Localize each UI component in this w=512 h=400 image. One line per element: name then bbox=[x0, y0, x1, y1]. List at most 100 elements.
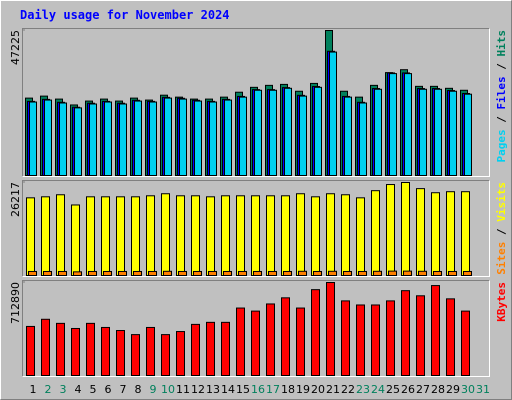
bar bbox=[119, 103, 127, 176]
x-tick-label: 4 bbox=[75, 383, 82, 396]
x-tick-label: 20 bbox=[311, 383, 325, 396]
bar bbox=[236, 307, 245, 376]
bar bbox=[116, 196, 125, 276]
bar bbox=[281, 297, 290, 376]
bar bbox=[418, 270, 427, 277]
bar bbox=[194, 100, 202, 176]
bar bbox=[386, 184, 395, 276]
bar bbox=[268, 270, 277, 276]
bar bbox=[329, 51, 337, 176]
bar bbox=[176, 331, 185, 376]
bar bbox=[433, 270, 442, 276]
bar bbox=[193, 270, 202, 276]
panel-bevel-light bbox=[22, 180, 490, 277]
bar bbox=[386, 300, 395, 376]
bar bbox=[401, 290, 410, 376]
panel-bevel-dark bbox=[22, 280, 490, 377]
bar bbox=[356, 197, 365, 276]
bar bbox=[419, 88, 427, 176]
legend-separator: / bbox=[495, 222, 508, 242]
bar bbox=[146, 326, 155, 376]
x-tick-label: 12 bbox=[191, 383, 205, 396]
y-tick-label: 26217 bbox=[9, 182, 22, 217]
bar bbox=[148, 270, 157, 276]
legend-entry: Hits bbox=[495, 30, 508, 57]
bar bbox=[191, 195, 200, 277]
bar bbox=[43, 270, 52, 276]
bar bbox=[254, 89, 262, 176]
bar bbox=[71, 327, 80, 377]
legend-separator: / bbox=[495, 110, 508, 130]
bar bbox=[461, 191, 470, 276]
bar bbox=[374, 88, 382, 176]
bar bbox=[344, 96, 352, 176]
panel-bevel-dark bbox=[22, 180, 490, 277]
bar bbox=[116, 330, 125, 377]
bar bbox=[58, 270, 67, 276]
bar bbox=[434, 88, 442, 176]
bar bbox=[176, 195, 185, 277]
bar bbox=[238, 270, 247, 276]
panel-bevel-dark bbox=[22, 28, 490, 177]
x-tick-label: 16 bbox=[251, 383, 265, 396]
panel-bevel-light bbox=[22, 280, 490, 377]
bar bbox=[178, 270, 187, 276]
bar bbox=[311, 196, 320, 276]
bar bbox=[356, 304, 365, 376]
legend: KBytes bbox=[495, 282, 508, 322]
bar bbox=[416, 188, 425, 276]
bar bbox=[56, 322, 65, 376]
x-tick-label: 3 bbox=[60, 383, 67, 396]
bar bbox=[296, 193, 305, 276]
bar bbox=[314, 86, 322, 176]
bar bbox=[359, 102, 367, 176]
legend: Pages / Files / Hits bbox=[495, 30, 508, 163]
x-tick-label: 8 bbox=[135, 383, 142, 396]
bar bbox=[74, 107, 82, 176]
bar bbox=[253, 270, 262, 276]
x-tick-label: 30 bbox=[461, 383, 475, 396]
bar bbox=[179, 98, 187, 176]
x-tick-label: 17 bbox=[266, 383, 280, 396]
x-tick-label: 13 bbox=[206, 383, 220, 396]
bar bbox=[224, 99, 232, 176]
bar bbox=[449, 90, 457, 176]
x-tick-label: 9 bbox=[150, 383, 157, 396]
bar bbox=[161, 334, 170, 376]
bar bbox=[146, 195, 155, 277]
bar bbox=[236, 195, 245, 277]
legend-separator: / bbox=[495, 57, 508, 77]
legend-entry: Files bbox=[495, 76, 508, 109]
x-tick-label: 19 bbox=[296, 383, 310, 396]
bar bbox=[104, 101, 112, 176]
x-tick-label: 15 bbox=[236, 383, 250, 396]
bar bbox=[103, 270, 112, 276]
bar bbox=[431, 285, 440, 377]
bar bbox=[448, 270, 457, 276]
bar bbox=[283, 270, 292, 276]
y-tick-label: 47225 bbox=[9, 30, 22, 65]
bar bbox=[464, 93, 472, 176]
bar bbox=[239, 96, 247, 176]
bar bbox=[73, 271, 82, 276]
bar bbox=[134, 100, 142, 176]
bar bbox=[446, 191, 455, 276]
bar bbox=[388, 270, 397, 276]
legend: Sites / Visits bbox=[495, 182, 508, 275]
bar bbox=[461, 310, 470, 376]
x-tick-label: 25 bbox=[386, 383, 400, 396]
bar bbox=[163, 270, 172, 277]
bar bbox=[221, 195, 230, 277]
bar bbox=[281, 195, 290, 277]
bar bbox=[86, 322, 95, 376]
bar bbox=[298, 270, 307, 277]
bar bbox=[101, 326, 110, 376]
x-tick-label: 2 bbox=[45, 383, 52, 396]
bar bbox=[133, 270, 142, 276]
x-tick-label: 27 bbox=[416, 383, 430, 396]
bar bbox=[343, 270, 352, 276]
bar bbox=[26, 325, 35, 377]
bar bbox=[208, 270, 217, 276]
bar bbox=[401, 182, 410, 276]
